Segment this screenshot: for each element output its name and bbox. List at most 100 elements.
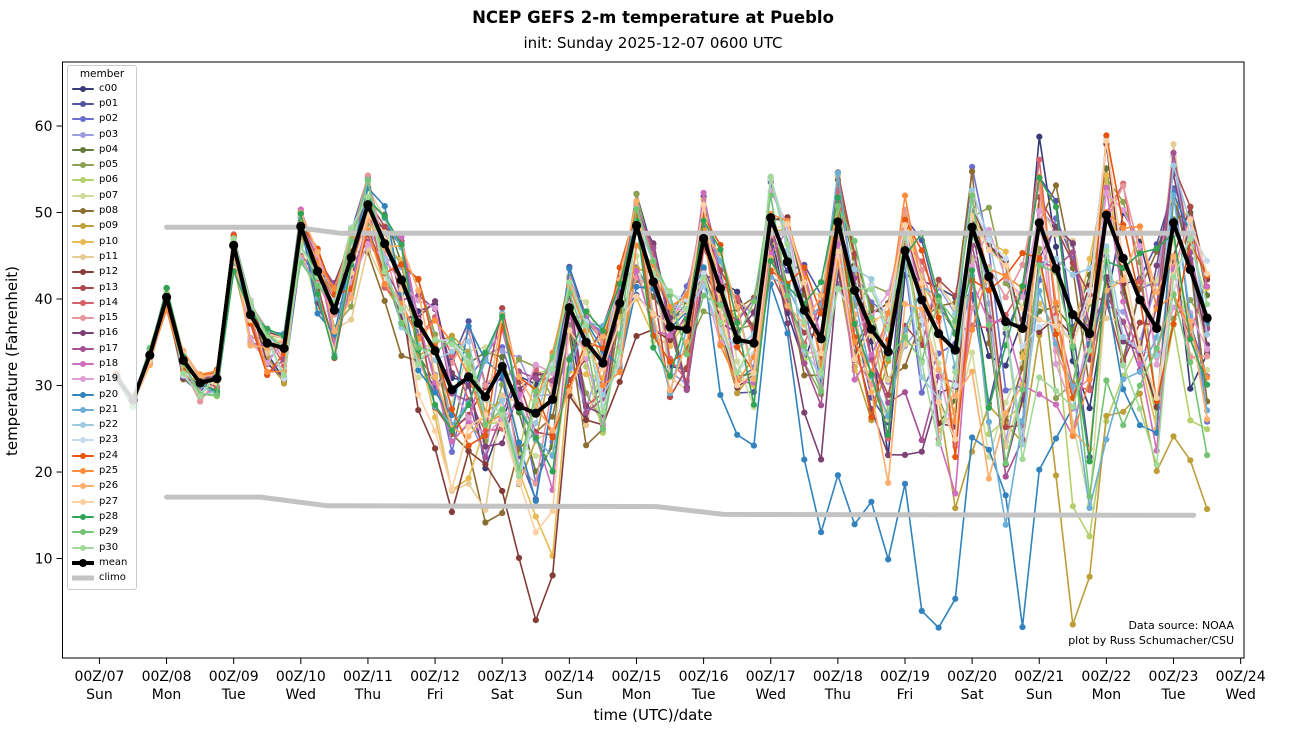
y-tick-label: 30 [35, 379, 53, 395]
legend-marker-p19 [72, 376, 94, 383]
legend-label-p03: p03 [99, 128, 119, 140]
legend-label-p24: p24 [99, 449, 119, 461]
x-tick-label-day: Wed [755, 687, 786, 703]
legend-label-p11: p11 [99, 250, 119, 262]
legend-marker-p09 [72, 223, 94, 230]
legend-marker-p23 [72, 437, 94, 444]
x-tick-label-utc: 00Z/12 [410, 669, 460, 685]
x-tick-label-utc: 00Z/20 [947, 669, 997, 685]
legend-label-p22: p22 [99, 419, 119, 431]
legend-item-p04: p04 [72, 142, 132, 157]
x-tick-label-day: Tue [691, 687, 716, 703]
legend-label-p17: p17 [99, 342, 119, 354]
x-tick-label-utc: 00Z/18 [813, 669, 863, 685]
legend-item-p06: p06 [72, 173, 132, 188]
legend-item-p11: p11 [72, 249, 132, 264]
x-tick-label-day: Thu [354, 687, 381, 703]
legend: member c00 p01 p02 p03 p04 p05 p06 p07 p08 p09 p10… [67, 65, 137, 590]
legend-item-p23: p23 [72, 433, 132, 448]
legend-label-p12: p12 [99, 266, 119, 278]
legend-item-p27: p27 [72, 494, 132, 509]
x-tick-label-day: Sun [1026, 687, 1053, 703]
legend-item-p19: p19 [72, 372, 132, 387]
legend-item-p29: p29 [72, 525, 132, 540]
legend-marker-p26 [72, 483, 94, 490]
legend-marker-p29 [72, 529, 94, 536]
x-tick-label-utc: 00Z/16 [679, 669, 729, 685]
legend-marker-c00 [72, 85, 94, 92]
legend-item-p17: p17 [72, 341, 132, 356]
legend-label-p23: p23 [99, 434, 119, 446]
legend-marker-p20 [72, 391, 94, 398]
legend-marker-p02 [72, 116, 94, 123]
legend-marker-p11 [72, 253, 94, 260]
member-line-p30 [113, 173, 1211, 480]
legend-marker-p13 [72, 284, 94, 291]
legend-item-c00: c00 [72, 81, 132, 96]
legend-marker-p16 [72, 330, 94, 337]
legend-marker-p07 [72, 192, 94, 199]
legend-item-p01: p01 [72, 96, 132, 111]
legend-item-p22: p22 [72, 418, 132, 433]
x-tick-label-day: Tue [221, 687, 246, 703]
legend-label-p30: p30 [99, 541, 119, 553]
legend-marker-p15 [72, 315, 94, 322]
y-tick-label: 50 [35, 206, 53, 222]
x-axis-label: time (UTC)/date [593, 706, 713, 724]
x-tick-label-day: Sun [86, 687, 113, 703]
legend-marker-p04 [72, 146, 94, 153]
legend-label-p04: p04 [99, 143, 119, 155]
legend-marker-p18 [72, 360, 94, 367]
x-tick-label-utc: 00Z/19 [880, 669, 930, 685]
data-layer [111, 132, 1212, 631]
legend-item-p15: p15 [72, 310, 132, 325]
x-tick-label-day: Fri [427, 687, 444, 703]
data-source-line2: plot by Russ Schumacher/CSU [1068, 634, 1234, 647]
x-tick-label-utc: 00Z/13 [477, 669, 527, 685]
legend-marker-p06 [72, 177, 94, 184]
legend-marker-p24 [72, 452, 94, 459]
legend-marker-mean [72, 558, 94, 567]
x-tick-label-utc: 00Z/11 [343, 669, 393, 685]
x-tick-label-day: Sat [961, 687, 984, 703]
x-tick-label-utc: 00Z/24 [1216, 669, 1266, 685]
legend-item-p18: p18 [72, 356, 132, 371]
legend-label-p10: p10 [99, 235, 119, 247]
legend-item-p03: p03 [72, 127, 132, 142]
legend-label-p28: p28 [99, 510, 119, 522]
legend-item-climo: climo [72, 571, 132, 586]
x-tick-label-utc: 00Z/08 [142, 669, 192, 685]
legend-label-p13: p13 [99, 281, 119, 293]
legend-label-p18: p18 [99, 357, 119, 369]
x-tick-label-utc: 00Z/14 [544, 669, 594, 685]
chart-subtitle: init: Sunday 2025-12-07 0600 UTC [523, 34, 783, 52]
legend-item-p10: p10 [72, 234, 132, 249]
x-tick-label-utc: 00Z/10 [276, 669, 326, 685]
legend-marker-p30 [72, 544, 94, 551]
data-source-line1: Data source: NOAA [1128, 619, 1234, 632]
legend-label-p29: p29 [99, 526, 119, 538]
legend-item-p25: p25 [72, 463, 132, 478]
legend-item-p08: p08 [72, 203, 132, 218]
legend-label-p09: p09 [99, 220, 119, 232]
x-tick-label-day: Wed [1225, 687, 1256, 703]
x-tick-label-day: Fri [897, 687, 914, 703]
legend-item-p30: p30 [72, 540, 132, 555]
y-tick-label: 20 [35, 465, 53, 481]
legend-label-p20: p20 [99, 388, 119, 400]
x-tick-label-day: Wed [286, 687, 317, 703]
x-tick-label-utc: 00Z/21 [1014, 669, 1064, 685]
chart-title: NCEP GEFS 2-m temperature at Pueblo [472, 8, 834, 27]
legend-item-p20: p20 [72, 387, 132, 402]
legend-label-p27: p27 [99, 495, 119, 507]
legend-label-p19: p19 [99, 373, 119, 385]
x-tick-label-utc: 00Z/07 [74, 669, 124, 685]
legend-label-p14: p14 [99, 296, 119, 308]
x-tick-label-utc: 00Z/17 [746, 669, 796, 685]
legend-marker-p27 [72, 498, 94, 505]
legend-marker-p14 [72, 299, 94, 306]
legend-marker-p08 [72, 208, 94, 215]
x-tick-label-day: Thu [824, 687, 851, 703]
y-tick-label: 60 [35, 119, 53, 135]
